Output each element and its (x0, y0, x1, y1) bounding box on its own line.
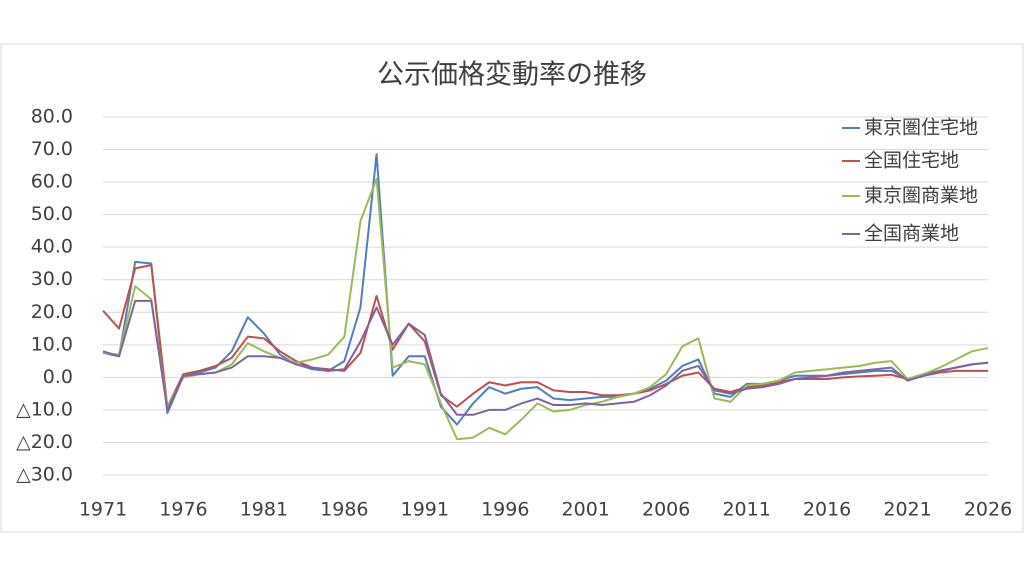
series-line (102, 264, 988, 408)
series-line (102, 299, 989, 416)
legend-label: 東京圏住宅地 (864, 117, 978, 139)
x-tick-label: 1986 (320, 499, 368, 521)
x-tick-label: 2016 (803, 499, 851, 521)
legend-label: 全国住宅地 (864, 150, 959, 172)
y-tick-label: 50.0 (31, 203, 73, 225)
y-tick-label: 60.0 (31, 171, 73, 193)
x-tick-label: 2001 (562, 499, 610, 521)
x-tick-label: 2011 (722, 499, 770, 521)
y-tick-label: 0.0 (43, 366, 73, 388)
x-tick-label: 1991 (401, 499, 449, 521)
x-tick-label: 2021 (883, 499, 931, 521)
x-tick-label: 1971 (79, 499, 127, 521)
x-tick-label: 1981 (240, 499, 288, 521)
x-tick-label: 1996 (481, 499, 529, 521)
y-tick-label: 20.0 (31, 301, 73, 323)
series-line (102, 153, 989, 426)
y-tick-label: 30.0 (31, 268, 73, 290)
y-tick-label: 80.0 (31, 106, 73, 128)
x-tick-label: 2026 (964, 499, 1012, 521)
y-tick-label: 70.0 (31, 138, 73, 160)
chart-frame (0, 43, 1024, 533)
y-tick-label: 10.0 (31, 333, 73, 355)
y-tick-label: △20.0 (16, 431, 73, 453)
series-line (102, 177, 989, 441)
y-tick-label: 40.0 (31, 236, 73, 258)
legend-label: 全国商業地 (864, 223, 959, 245)
y-tick-label: △30.0 (16, 464, 73, 486)
y-tick-label: △10.0 (16, 398, 73, 420)
x-tick-label: 1976 (159, 499, 207, 521)
x-tick-label: 2006 (642, 499, 690, 521)
legend-label: 東京圏商業地 (864, 185, 978, 207)
chart-title: 公示価格変動率の推移 (377, 60, 647, 91)
